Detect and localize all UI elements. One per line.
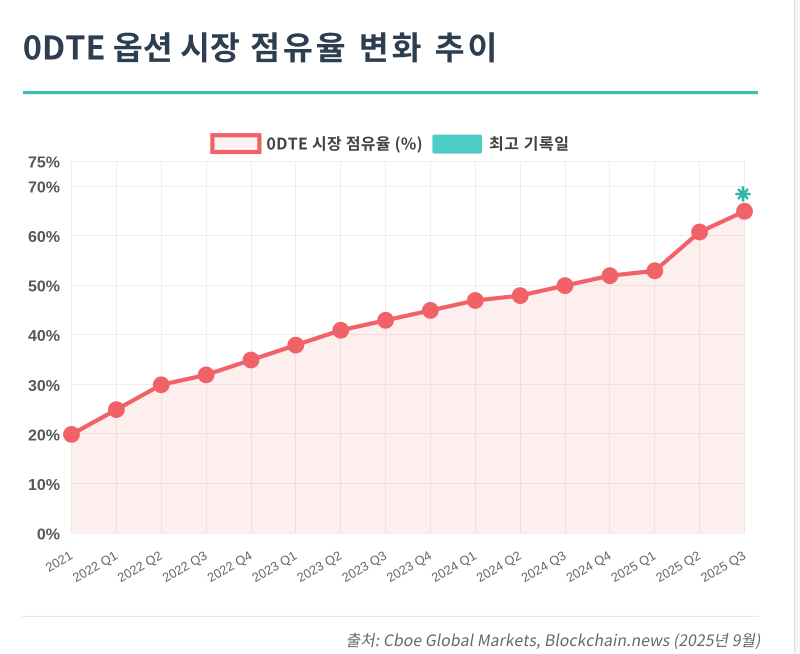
svg-text:70%: 70% xyxy=(28,180,60,197)
svg-text:2022 Q3: 2022 Q3 xyxy=(160,548,210,586)
svg-text:2023 Q3: 2023 Q3 xyxy=(339,548,389,586)
svg-text:2025 Q3: 2025 Q3 xyxy=(698,548,748,586)
svg-text:2023 Q4: 2023 Q4 xyxy=(384,548,434,586)
svg-text:2024 Q4: 2024 Q4 xyxy=(563,548,613,586)
svg-text:75%: 75% xyxy=(28,155,60,172)
svg-text:2022 Q4: 2022 Q4 xyxy=(204,548,254,586)
svg-text:30%: 30% xyxy=(28,378,60,395)
svg-text:2024 Q3: 2024 Q3 xyxy=(518,548,568,586)
svg-text:40%: 40% xyxy=(28,328,60,345)
svg-text:50%: 50% xyxy=(28,279,60,296)
svg-text:2023 Q1: 2023 Q1 xyxy=(249,548,299,586)
svg-text:2025 Q2: 2025 Q2 xyxy=(653,548,703,586)
svg-text:2024 Q1: 2024 Q1 xyxy=(429,548,479,586)
svg-text:2024 Q2: 2024 Q2 xyxy=(474,548,524,586)
svg-text:2022 Q1: 2022 Q1 xyxy=(70,548,120,586)
svg-text:2021: 2021 xyxy=(43,548,75,575)
svg-text:2025 Q1: 2025 Q1 xyxy=(608,548,658,586)
svg-text:2023 Q2: 2023 Q2 xyxy=(294,548,344,586)
svg-text:2022 Q2: 2022 Q2 xyxy=(115,548,165,586)
svg-text:60%: 60% xyxy=(28,229,60,246)
svg-text:10%: 10% xyxy=(28,477,60,494)
svg-text:20%: 20% xyxy=(28,427,60,444)
svg-text:0%: 0% xyxy=(37,527,60,544)
